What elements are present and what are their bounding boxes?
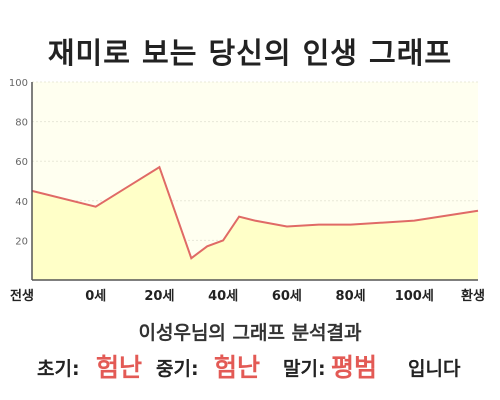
x-tick-labels: 전생 0세 20세 40세 60세 80세 100세 환생 bbox=[10, 288, 485, 304]
life-graph-chart: 20 40 60 80 100 전생 0세 20세 40세 60세 80세 100세 환생 bbox=[9, 78, 485, 304]
x-tick-label: 전생 bbox=[10, 288, 34, 304]
mid-stage-value: 험난 bbox=[214, 353, 261, 382]
mid-stage-label: 중기: bbox=[156, 358, 199, 380]
verdict-suffix: 입니다 bbox=[408, 358, 461, 380]
late-stage-value: 평범 bbox=[331, 353, 378, 382]
x-tick-label: 60세 bbox=[272, 289, 302, 304]
verdict-row: 초기: 험난 중기: 험난 말기: 평범 입니다 bbox=[0, 346, 500, 382]
y-tick-labels: 20 40 60 80 100 bbox=[9, 78, 28, 247]
x-tick-label: 100세 bbox=[395, 289, 434, 304]
x-tick-label: 환생 bbox=[461, 288, 485, 304]
late-stage-label: 말기: bbox=[283, 358, 326, 380]
early-stage-value: 험난 bbox=[96, 353, 143, 382]
life-area-fill bbox=[32, 167, 478, 280]
y-tick-label: 40 bbox=[15, 197, 28, 208]
x-tick-label: 20세 bbox=[144, 289, 174, 304]
page-title: 재미로 보는 당신의 인생 그래프 bbox=[47, 36, 453, 70]
y-tick-label: 20 bbox=[15, 236, 28, 247]
x-tick-label: 80세 bbox=[336, 289, 366, 304]
y-tick-label: 100 bbox=[9, 78, 28, 89]
x-tick-label: 0세 bbox=[85, 289, 106, 304]
y-tick-label: 80 bbox=[15, 118, 28, 129]
x-tick-label: 40세 bbox=[208, 289, 238, 304]
early-stage-label: 초기: bbox=[37, 358, 80, 380]
life-line-series bbox=[31, 165, 479, 260]
analysis-summary: 이성우님의 그래프 분석결과 bbox=[138, 322, 362, 344]
y-tick-label: 60 bbox=[15, 157, 28, 168]
